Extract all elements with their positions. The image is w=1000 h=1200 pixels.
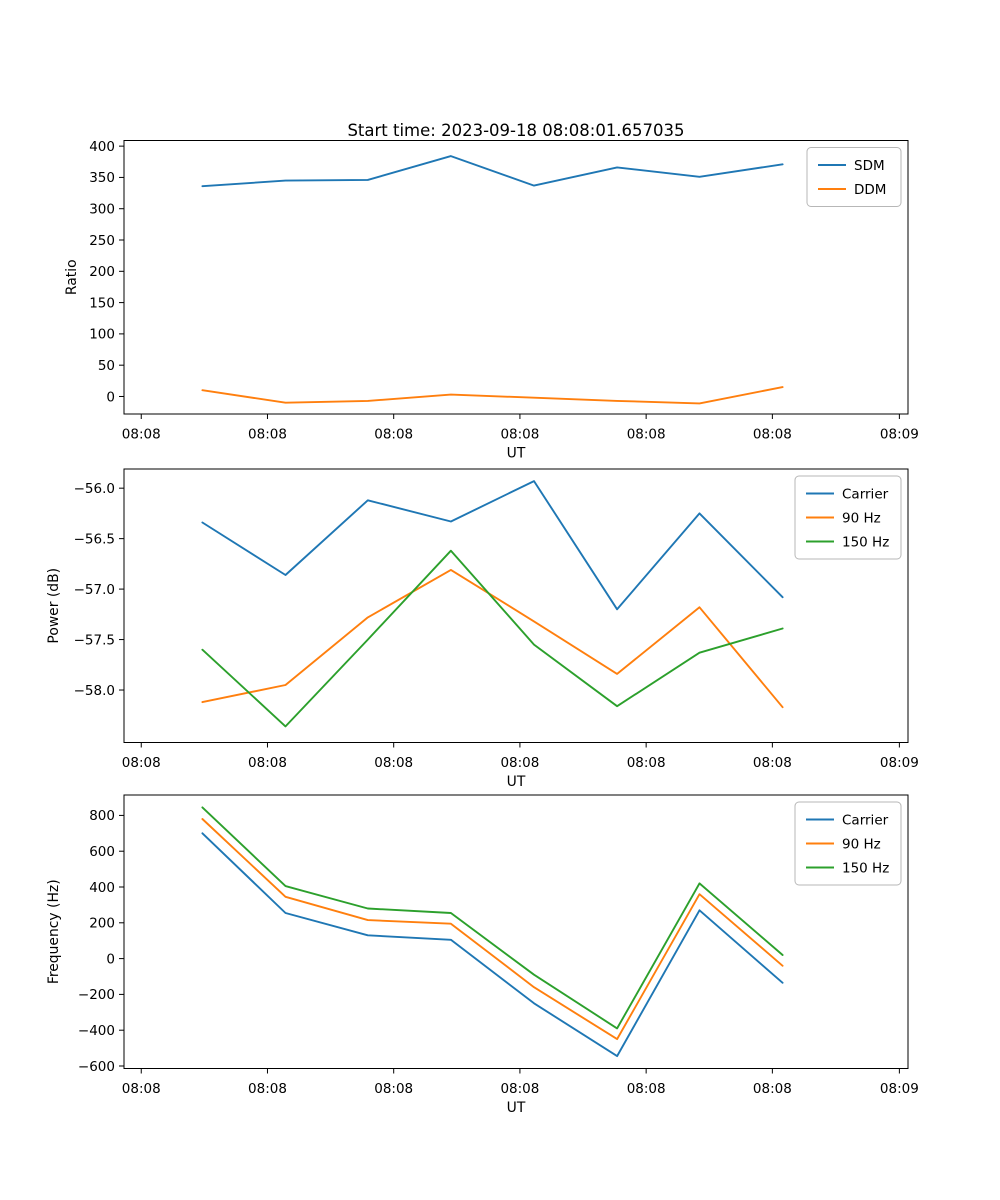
x-tick-label: 08:08	[500, 427, 539, 443]
x-tick-label: 08:08	[627, 755, 666, 771]
legend: Carrier 90 Hz 150 Hz	[794, 801, 902, 886]
y-tick-label: −600	[78, 1059, 115, 1075]
legend: Carrier 90 Hz 150 Hz	[794, 475, 902, 560]
series-line-150-hz	[201, 549, 784, 728]
x-axis-label: UT	[507, 446, 526, 462]
legend-label: Carrier	[842, 812, 889, 828]
y-tick-label: 800	[89, 808, 115, 824]
y-tick-label: −57.5	[74, 632, 115, 648]
legend-label: SDM	[854, 158, 885, 174]
x-tick-label: 08:08	[248, 1081, 287, 1097]
y-tick-label: 250	[89, 233, 115, 249]
x-tick-label: 08:09	[880, 755, 919, 771]
x-tick-label: 08:08	[627, 1081, 666, 1097]
y-tick-label: 600	[89, 844, 115, 860]
x-tick-label: 08:09	[880, 1081, 919, 1097]
y-tick-label: −200	[78, 987, 115, 1003]
x-tick-label: 08:08	[374, 427, 413, 443]
series-line-carrier	[201, 480, 784, 611]
x-axis-label: UT	[507, 774, 526, 790]
y-axis-label: Ratio	[64, 259, 80, 295]
x-tick-label: 08:08	[374, 755, 413, 771]
legend-box	[794, 475, 902, 560]
legend-label: Carrier	[842, 486, 889, 502]
legend-label: 90 Hz	[842, 510, 881, 526]
x-tick-label: 08:08	[122, 1081, 161, 1097]
y-axis-label: Frequency (Hz)	[46, 879, 62, 984]
y-tick-label: 50	[98, 358, 115, 374]
subplot-2: −56.0 −56.5 −57.0 −57.5 −58.0 08:08 08:08 08:08…	[46, 468, 919, 790]
y-tick-label: 200	[89, 916, 115, 932]
x-tick-label: 08:08	[753, 755, 792, 771]
y-axis-label: Power (dB)	[46, 568, 62, 644]
series-line-ddm	[201, 386, 784, 405]
x-tick-label: 08:08	[500, 755, 539, 771]
legend-label: 150 Hz	[842, 534, 889, 550]
y-tick-label: 150	[89, 295, 115, 311]
y-tick-label: 400	[89, 139, 115, 155]
series-line-carrier	[201, 832, 784, 1058]
axes-frame	[123, 140, 909, 415]
series-line-sdm	[201, 155, 784, 188]
x-axis-label: UT	[507, 1100, 526, 1116]
series-line-90-hz	[201, 818, 784, 1041]
subplot-3: 800 600 400 200 0 −200 −400 −600 08:08 08:08 08:08…	[46, 794, 919, 1116]
subplot-1: 0 50 100 150 200 250 300 350 400 08:08 08:08 08:08 0…	[64, 139, 919, 462]
x-tick-label: 08:08	[753, 427, 792, 443]
y-tick-label: −400	[78, 1023, 115, 1039]
legend-label: 90 Hz	[842, 836, 881, 852]
y-tick-label: 100	[89, 327, 115, 343]
y-tick-label: −57.0	[74, 582, 115, 598]
legend-label: 150 Hz	[842, 860, 889, 876]
y-tick-label: 300	[89, 202, 115, 218]
figure-title: Start time: 2023-09-18 08:08:01.657035	[347, 121, 685, 140]
y-tick-label: −56.0	[74, 481, 115, 497]
x-tick-label: 08:08	[122, 755, 161, 771]
x-tick-label: 08:08	[500, 1081, 539, 1097]
legend-box	[794, 801, 902, 886]
series-line-90-hz	[201, 568, 784, 709]
x-tick-label: 08:08	[627, 427, 666, 443]
y-tick-label: 0	[106, 951, 115, 967]
x-tick-label: 08:08	[248, 427, 287, 443]
x-tick-label: 08:09	[880, 427, 919, 443]
y-tick-label: −58.0	[74, 683, 115, 699]
x-tick-label: 08:08	[248, 755, 287, 771]
x-tick-label: 08:08	[374, 1081, 413, 1097]
x-tick-label: 08:08	[122, 427, 161, 443]
legend-label: DDM	[854, 182, 886, 198]
y-tick-label: 350	[89, 170, 115, 186]
series-line-150-hz	[201, 806, 784, 1030]
axes-frame	[123, 468, 909, 743]
x-tick-label: 08:08	[753, 1081, 792, 1097]
y-tick-label: 400	[89, 880, 115, 896]
y-tick-label: 0	[106, 389, 115, 405]
legend-box	[806, 147, 902, 207]
axes-frame	[123, 794, 909, 1069]
legend: SDM DDM	[806, 147, 902, 207]
y-tick-label: −56.5	[74, 531, 115, 547]
y-tick-label: 200	[89, 264, 115, 280]
